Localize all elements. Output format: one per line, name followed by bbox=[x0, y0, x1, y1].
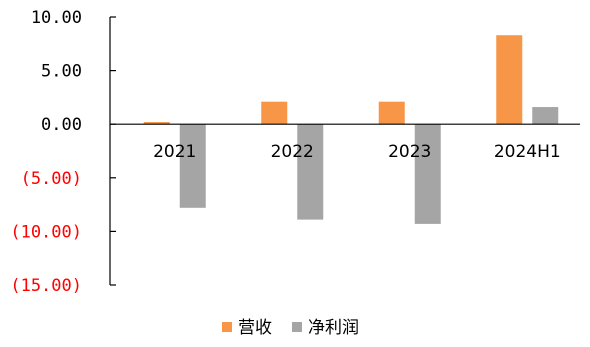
legend-label-net-profit: 净利润 bbox=[308, 318, 359, 338]
y-tick-label: (15.00) bbox=[10, 276, 82, 296]
bar-net-profit-2024H1 bbox=[532, 107, 559, 125]
y-tick-label: 5.00 bbox=[41, 62, 82, 82]
x-axis-labels: 2021 2022 2023 2024H1 bbox=[153, 142, 561, 162]
y-tick-label: 10.00 bbox=[31, 8, 82, 28]
legend: 营收 净利润 bbox=[222, 318, 359, 338]
y-tick-label: (10.00) bbox=[10, 222, 82, 242]
x-category-label: 2022 bbox=[271, 142, 314, 162]
y-tick-label: (5.00) bbox=[21, 169, 82, 189]
x-category-label: 2021 bbox=[153, 142, 196, 162]
bar-net-profit-2021 bbox=[179, 124, 206, 208]
bar-net-profit-2022 bbox=[297, 124, 324, 220]
bar-revenue-2022 bbox=[261, 101, 288, 125]
legend-swatch-revenue bbox=[222, 322, 232, 332]
y-axis-ticks: 10.00 5.00 0.00 (5.00) (10.00) (15.00) bbox=[10, 8, 116, 296]
bar-revenue-2024H1 bbox=[496, 35, 523, 125]
legend-label-revenue: 营收 bbox=[238, 318, 272, 338]
bar-net-profit-2023 bbox=[414, 124, 441, 224]
x-category-label: 2023 bbox=[388, 142, 431, 162]
bar-revenue-2021 bbox=[143, 122, 170, 125]
y-tick-label: 0.00 bbox=[41, 115, 82, 135]
bars bbox=[143, 35, 559, 224]
x-category-label: 2024H1 bbox=[494, 142, 561, 162]
bar-revenue-2023 bbox=[378, 101, 405, 125]
legend-swatch-net-profit bbox=[292, 322, 302, 332]
